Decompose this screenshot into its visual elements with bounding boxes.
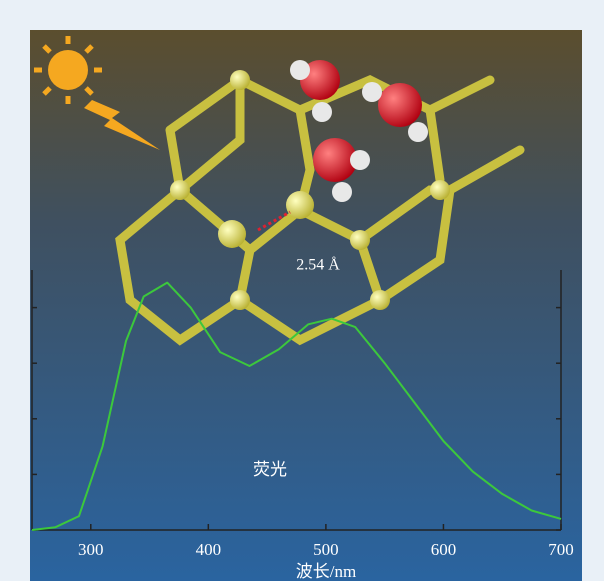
figure: 2.54 Å 荧光 波长/nm 300 400 500 600 700 [0, 0, 604, 581]
curve-label: 荧光 [253, 460, 287, 480]
x-tick-label: 400 [196, 540, 222, 559]
x-tick-label: 300 [78, 540, 104, 559]
x-axis-label: 波长/nm [296, 562, 356, 581]
x-tick-label: 700 [548, 540, 574, 559]
x-tick-label: 600 [431, 540, 457, 559]
x-tick-label: 500 [313, 540, 339, 559]
bond-length: 2.54 Å [296, 256, 340, 274]
